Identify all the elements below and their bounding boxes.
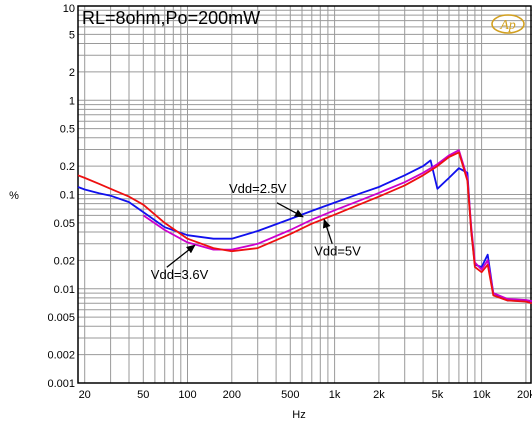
annotation-arrow [322, 218, 333, 244]
y-tick-label: 0.002 [47, 350, 75, 362]
x-tick-label: 5k [432, 389, 444, 401]
ap-logo: Ap [491, 14, 525, 34]
y-tick-label: 0.5 [60, 124, 75, 136]
y-tick-label: 0.05 [54, 218, 75, 230]
x-tick-label: 20 [79, 389, 91, 401]
y-tick-label: 0.2 [60, 161, 75, 173]
y-tick-label: 0.001 [47, 378, 75, 390]
y-tick-label: 0.02 [54, 255, 75, 267]
series-line-2 [142, 149, 532, 302]
plot-frame [77, 5, 532, 384]
x-tick-label: 100 [178, 389, 196, 401]
annotation-label: Vdd=5V [314, 244, 361, 259]
series-line-1 [77, 159, 532, 304]
x-tick-label: 20k [517, 389, 532, 401]
grid [78, 6, 532, 383]
x-tick-label: 500 [281, 389, 299, 401]
series-line-3 [77, 151, 532, 305]
y-tick-label: 0.1 [60, 190, 75, 202]
annotation-arrow [166, 244, 196, 268]
x-tick-label: 200 [223, 389, 241, 401]
y-tick-label: 10 [63, 3, 75, 15]
series-lines [77, 149, 532, 305]
annotations: Vdd=2.5V Vdd=3.6V Vdd=5V [151, 181, 361, 282]
x-tick-label: 10k [473, 389, 491, 401]
y-tick-label: 5 [69, 29, 75, 41]
x-axis-label: Hz [292, 409, 305, 421]
annotation-label: Vdd=2.5V [229, 181, 287, 196]
x-tick-label: 1k [329, 389, 341, 401]
y-tick-label: 0.005 [47, 312, 75, 324]
x-tick-label: 2k [373, 389, 385, 401]
chart-title: RL=8ohm,Po=200mW [82, 8, 260, 28]
y-axis-label: % [9, 190, 19, 202]
annotation-label: Vdd=3.6V [151, 267, 209, 282]
x-tick-label: 50 [137, 389, 149, 401]
annotation-arrow [276, 202, 304, 218]
y-tick-label: 0.01 [54, 284, 75, 296]
x-tick-labels: 20 50 100 200 500 1k 2k 5k 10k 20k [79, 389, 532, 401]
y-tick-label: 1 [69, 95, 75, 107]
y-tick-label: 2 [69, 67, 75, 79]
y-tick-labels: 10 5 2 1 0.5 0.2 0.1 0.05 0.02 0.01 0.005 0.002 0.00… [47, 3, 75, 390]
ap-logo-text: Ap [499, 18, 516, 33]
